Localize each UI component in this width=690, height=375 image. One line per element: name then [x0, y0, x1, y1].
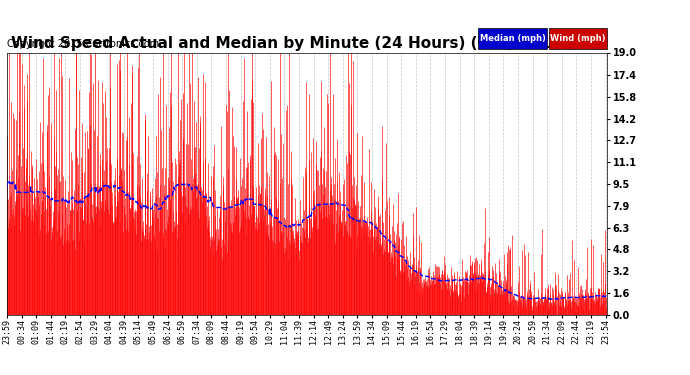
Title: Wind Speed Actual and Median by Minute (24 Hours) (Old) 20151029: Wind Speed Actual and Median by Minute (…: [11, 36, 603, 51]
Text: Median (mph): Median (mph): [480, 34, 546, 43]
Text: Wind (mph): Wind (mph): [550, 34, 606, 43]
Text: Copyright 2015 Cartronics.com: Copyright 2015 Cartronics.com: [7, 39, 159, 50]
